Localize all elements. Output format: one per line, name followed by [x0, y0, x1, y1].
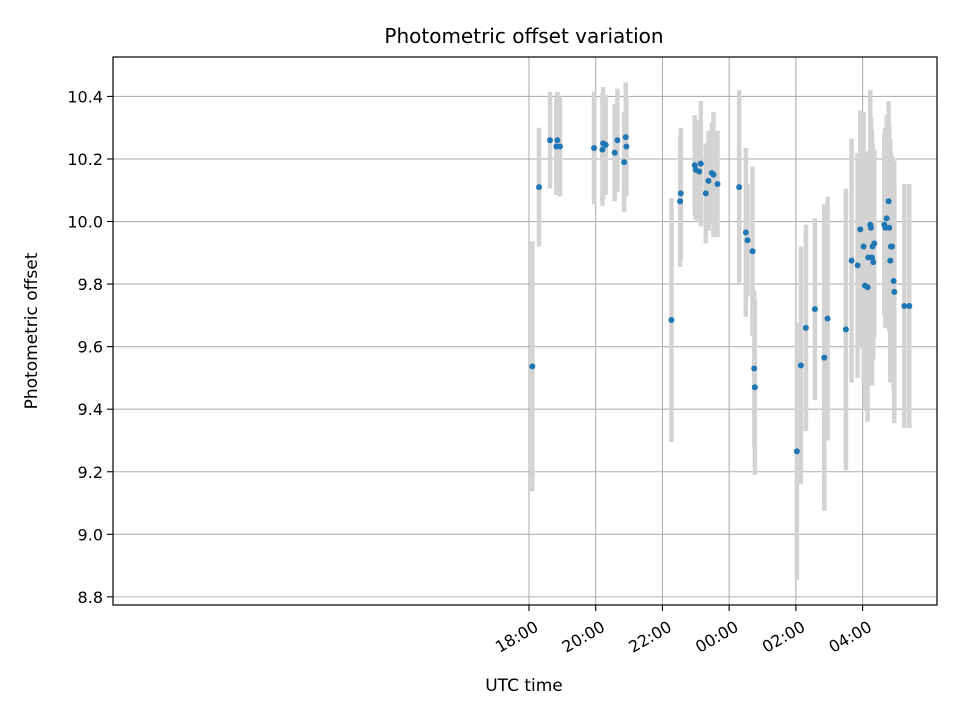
data-point — [811, 306, 818, 313]
y-tick-label: 9.6 — [78, 338, 103, 357]
y-tick-label: 9.8 — [78, 275, 103, 294]
data-point — [751, 384, 758, 391]
data-point — [702, 190, 709, 197]
data-point — [890, 277, 897, 284]
y-tick-label: 9.2 — [78, 463, 103, 482]
data-point — [621, 159, 628, 166]
data-point — [821, 354, 828, 361]
data-point — [868, 254, 875, 261]
data-point — [677, 190, 684, 197]
data-point — [614, 137, 621, 144]
data-point — [870, 259, 877, 266]
data-point — [906, 302, 913, 309]
data-point — [536, 184, 543, 191]
data-point — [864, 284, 871, 291]
data-point — [710, 171, 717, 178]
data-points — [529, 134, 913, 455]
data-point — [749, 248, 756, 255]
data-point — [697, 160, 704, 167]
data-point — [591, 145, 598, 152]
data-point — [557, 143, 564, 150]
data-point — [824, 315, 831, 322]
data-point — [848, 257, 855, 264]
data-point — [886, 224, 893, 231]
data-point — [885, 198, 892, 205]
data-point — [696, 168, 703, 175]
y-tick-label: 9.4 — [78, 400, 103, 419]
data-point — [623, 143, 630, 150]
y-tick-label: 10.0 — [67, 213, 103, 232]
y-tick-label: 8.8 — [78, 588, 103, 607]
data-point — [611, 149, 618, 156]
data-point — [622, 134, 629, 141]
y-tick-label: 9.0 — [78, 525, 103, 544]
data-point — [751, 365, 758, 372]
data-point — [599, 146, 606, 153]
data-point — [529, 363, 536, 370]
data-point — [867, 224, 874, 231]
data-point — [842, 326, 849, 333]
y-axis-ticks: 8.8 9.0 9.2 9.4 9.6 9.8 10.0 10.2 10.4 — [67, 87, 113, 607]
data-point — [871, 240, 878, 247]
data-point — [887, 257, 894, 264]
data-point — [691, 162, 698, 169]
y-tick-label: 10.2 — [67, 150, 103, 169]
data-point — [802, 324, 809, 331]
data-point — [797, 362, 804, 369]
data-point — [854, 262, 861, 269]
y-tick-label: 10.4 — [67, 87, 103, 106]
data-point — [793, 448, 800, 455]
data-point — [668, 317, 675, 324]
data-point — [883, 215, 890, 222]
data-point — [677, 198, 684, 205]
y-axis-label: Photometric offset — [22, 252, 42, 409]
data-point — [901, 302, 908, 309]
data-point — [860, 243, 867, 250]
data-point — [857, 226, 864, 233]
data-point — [705, 177, 712, 184]
data-point — [602, 141, 609, 148]
data-point — [547, 137, 554, 144]
chart-title: Photometric offset variation — [384, 24, 663, 48]
data-point — [891, 288, 898, 295]
plot-frame — [112, 56, 938, 606]
data-point — [744, 237, 751, 244]
data-point — [714, 180, 721, 187]
data-point — [554, 137, 561, 144]
x-axis-label: UTC time — [485, 676, 563, 696]
data-point — [736, 184, 743, 191]
data-point — [742, 229, 749, 236]
data-point — [888, 243, 895, 250]
